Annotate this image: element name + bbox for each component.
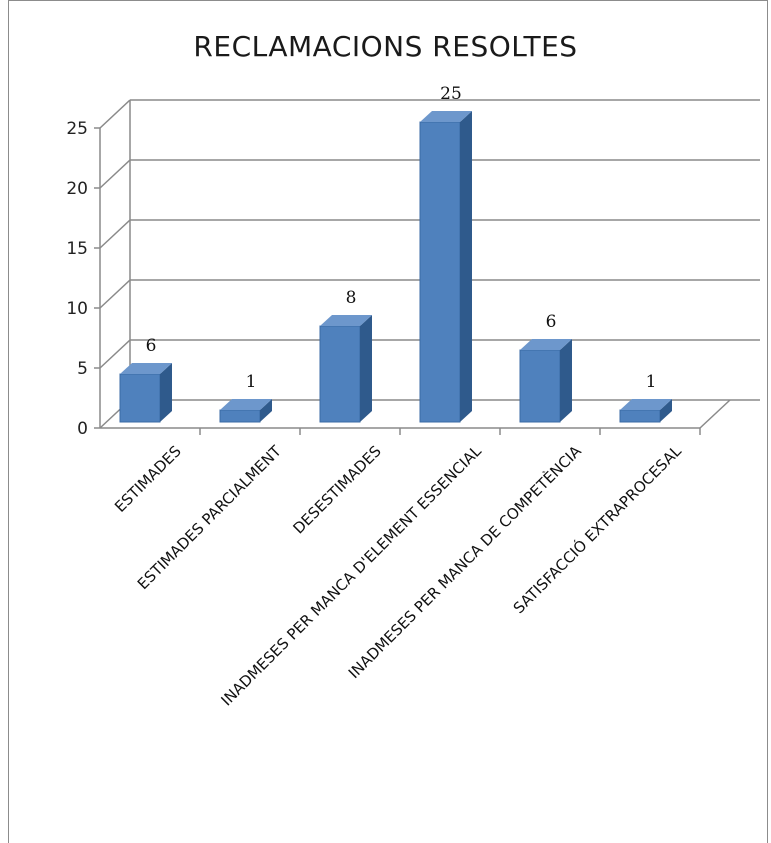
bar-front [119,373,161,423]
bar-side [460,111,472,422]
grid-diagonal [99,219,131,249]
grid-diagonal [99,279,131,309]
bar-top [120,363,172,374]
bar [519,339,572,423]
data-label: 6 [546,312,557,332]
bar-top [420,111,472,122]
chart-title: RECLAMACIONS RESOLTES [193,30,578,63]
data-label: 1 [646,372,657,392]
bar-front [419,121,461,423]
data-label: 6 [146,336,157,356]
bar-side [160,363,172,422]
bar [119,363,172,423]
grid-diagonal [99,159,131,189]
x-tick-label: INADMESES PER MANCA DE COMPETÈNCIA [344,441,585,682]
bar-top [520,339,572,350]
grid-diagonal [99,339,131,369]
bar-front [519,349,561,423]
bar-side [260,399,272,422]
y-tick-label: 0 [77,419,88,439]
bar-top [320,315,372,326]
axes [99,100,731,429]
chart-frame [8,0,768,843]
bar [219,399,272,423]
grid-diagonal [99,99,131,129]
y-tick-label: 20 [66,179,88,199]
y-tick-label: 25 [66,119,88,139]
bar-side [560,339,572,422]
floor-edge [699,399,731,429]
y-tick-labels: 0 5 10 15 20 25 [66,119,100,439]
bar-top [620,399,672,410]
x-tick-label: SATISFACCIÓ EXTRAPROCESAL [509,441,685,617]
y-tick-label: 10 [66,299,88,319]
bar-front [619,409,661,423]
bar [319,315,372,423]
bars [119,111,672,423]
y-tick-label: 5 [77,359,88,379]
x-tick-label: ESTIMADES [111,442,185,516]
bar-front [319,325,361,423]
y-tick-label: 15 [66,239,88,259]
data-label: 25 [440,84,462,104]
bar [619,399,672,423]
bar-side [660,399,672,422]
bar-top [220,399,272,410]
x-tick-label: DESESTIMADES [289,442,384,537]
bar [419,111,472,423]
bar-front [219,409,261,423]
bar-side [360,315,372,422]
data-label: 1 [246,372,257,392]
data-labels: 6 1 8 25 6 1 [146,84,657,392]
data-label: 8 [346,288,357,308]
